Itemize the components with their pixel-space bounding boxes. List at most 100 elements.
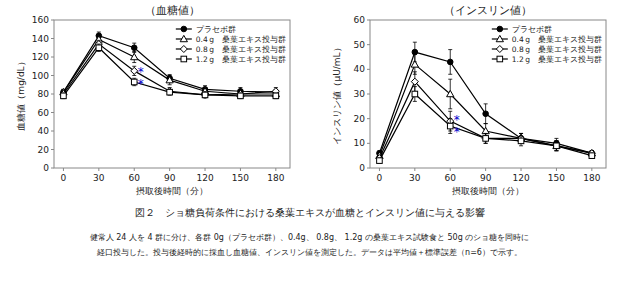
series-line: [379, 94, 591, 161]
y-tick: [51, 75, 54, 76]
legend-label: 0.8 g 桑葉エキス投与群: [196, 45, 286, 54]
error-bar: [448, 119, 452, 134]
y-tick: [367, 94, 370, 95]
data-point: [166, 76, 173, 82]
data-point: [61, 93, 67, 99]
legend-label: プラセボ群: [512, 25, 552, 34]
data-point: [412, 49, 418, 55]
legend-marker: [180, 35, 187, 41]
y-tick: [367, 69, 370, 70]
data-point: [167, 89, 173, 95]
y-tick: [367, 168, 370, 169]
annotation: *: [454, 125, 460, 139]
y-tick-label: 0: [43, 163, 49, 173]
legend: プラセボ群0.4 g 桑葉エキス投与群0.8 g 桑葉エキス投与群1.2 g 桑…: [492, 25, 602, 64]
x-tick-label: 60: [129, 173, 141, 183]
data-point: [554, 143, 560, 149]
y-tick: [51, 131, 54, 132]
legend-marker: [181, 26, 187, 32]
y-tick: [51, 112, 54, 113]
data-point: [483, 111, 489, 117]
y-axis-label: インスリン値（μU/mL）: [332, 43, 342, 144]
data-point: [202, 91, 209, 98]
error-bar: [484, 104, 488, 124]
x-tick: [169, 168, 170, 171]
error-bar: [448, 50, 452, 75]
data-point: [482, 127, 489, 133]
y-tick-label: 0: [359, 163, 365, 173]
x-tick: [414, 168, 415, 171]
data-point: [131, 53, 138, 59]
plot-frame: [54, 20, 290, 168]
data-point: [131, 67, 138, 74]
x-tick: [450, 168, 451, 171]
data-point: [96, 45, 102, 51]
y-axis-label: 血糖値（mg/dL）: [16, 57, 26, 130]
x-tick: [591, 168, 592, 171]
x-tick-label: 90: [480, 173, 492, 183]
data-point: [447, 59, 453, 65]
error-bar: [554, 138, 558, 148]
y-tick: [51, 38, 54, 39]
error-bar: [203, 92, 207, 98]
error-bar: [484, 133, 488, 143]
data-point: [589, 153, 595, 159]
data-point: [482, 135, 489, 142]
y-tick-label: 60: [354, 15, 366, 25]
error-bar: [519, 136, 523, 146]
error-bar: [132, 43, 136, 52]
y-tick: [367, 118, 370, 119]
error-bar: [132, 78, 136, 85]
error-bar: [61, 93, 65, 99]
data-point: [553, 142, 560, 149]
figure-caption: 図２ ショ糖負荷条件における桑葉エキスが血糖とインスリン値に与える影響: [135, 207, 485, 218]
data-point: [518, 138, 524, 144]
series-line: [379, 64, 591, 155]
chart-title: （インスリン値）: [444, 4, 532, 16]
x-tick-label: 60: [445, 173, 457, 183]
x-tick: [379, 168, 380, 171]
error-bar: [97, 44, 101, 51]
data-point: [202, 92, 208, 98]
x-tick-label: 150: [548, 173, 565, 183]
x-tick: [134, 168, 135, 171]
y-tick: [51, 149, 54, 150]
error-bar: [238, 93, 242, 99]
error-bar: [168, 89, 172, 95]
legend-label: 0.4 g 桑葉エキス投与群: [196, 35, 286, 44]
plot-frame: [370, 20, 606, 168]
data-point: [238, 93, 244, 99]
data-point: [131, 45, 137, 51]
data-point: [483, 136, 489, 142]
chart-root: 0306090120150180020406080100120140160（血糖…: [0, 0, 619, 289]
legend-marker: [181, 56, 187, 62]
y-tick-label: 10: [354, 138, 366, 148]
y-tick-label: 30: [354, 89, 366, 99]
y-tick-label: 100: [32, 71, 49, 81]
x-axis-label: 摂取後時間（分）: [136, 186, 208, 196]
plot: 0306090120150180020406080100120140160（血糖…: [16, 4, 290, 196]
x-tick-label: 30: [93, 173, 105, 183]
y-tick-label: 50: [354, 40, 366, 50]
y-tick-label: 80: [38, 89, 50, 99]
legend-label: 1.2 g 桑葉エキス投与群: [196, 55, 286, 64]
y-tick: [51, 20, 54, 21]
y-tick: [367, 44, 370, 45]
x-tick-label: 180: [583, 173, 600, 183]
x-tick: [556, 168, 557, 171]
y-tick: [51, 94, 54, 95]
y-tick-label: 40: [38, 126, 50, 136]
error-bar: [274, 93, 278, 99]
x-axis-label: 摂取後時間（分）: [452, 186, 524, 196]
x-tick: [521, 168, 522, 171]
x-tick: [98, 168, 99, 171]
error-bar: [554, 141, 558, 151]
y-tick-label: 120: [32, 52, 49, 62]
x-tick-label: 180: [267, 173, 284, 183]
x-tick-label: 120: [512, 173, 529, 183]
x-tick-label: 90: [164, 173, 176, 183]
data-point: [553, 142, 560, 148]
plot: 03060901201501800102030405060（インスリン値）摂取後…: [332, 4, 606, 196]
x-tick: [485, 168, 486, 171]
x-tick-label: 120: [196, 173, 213, 183]
